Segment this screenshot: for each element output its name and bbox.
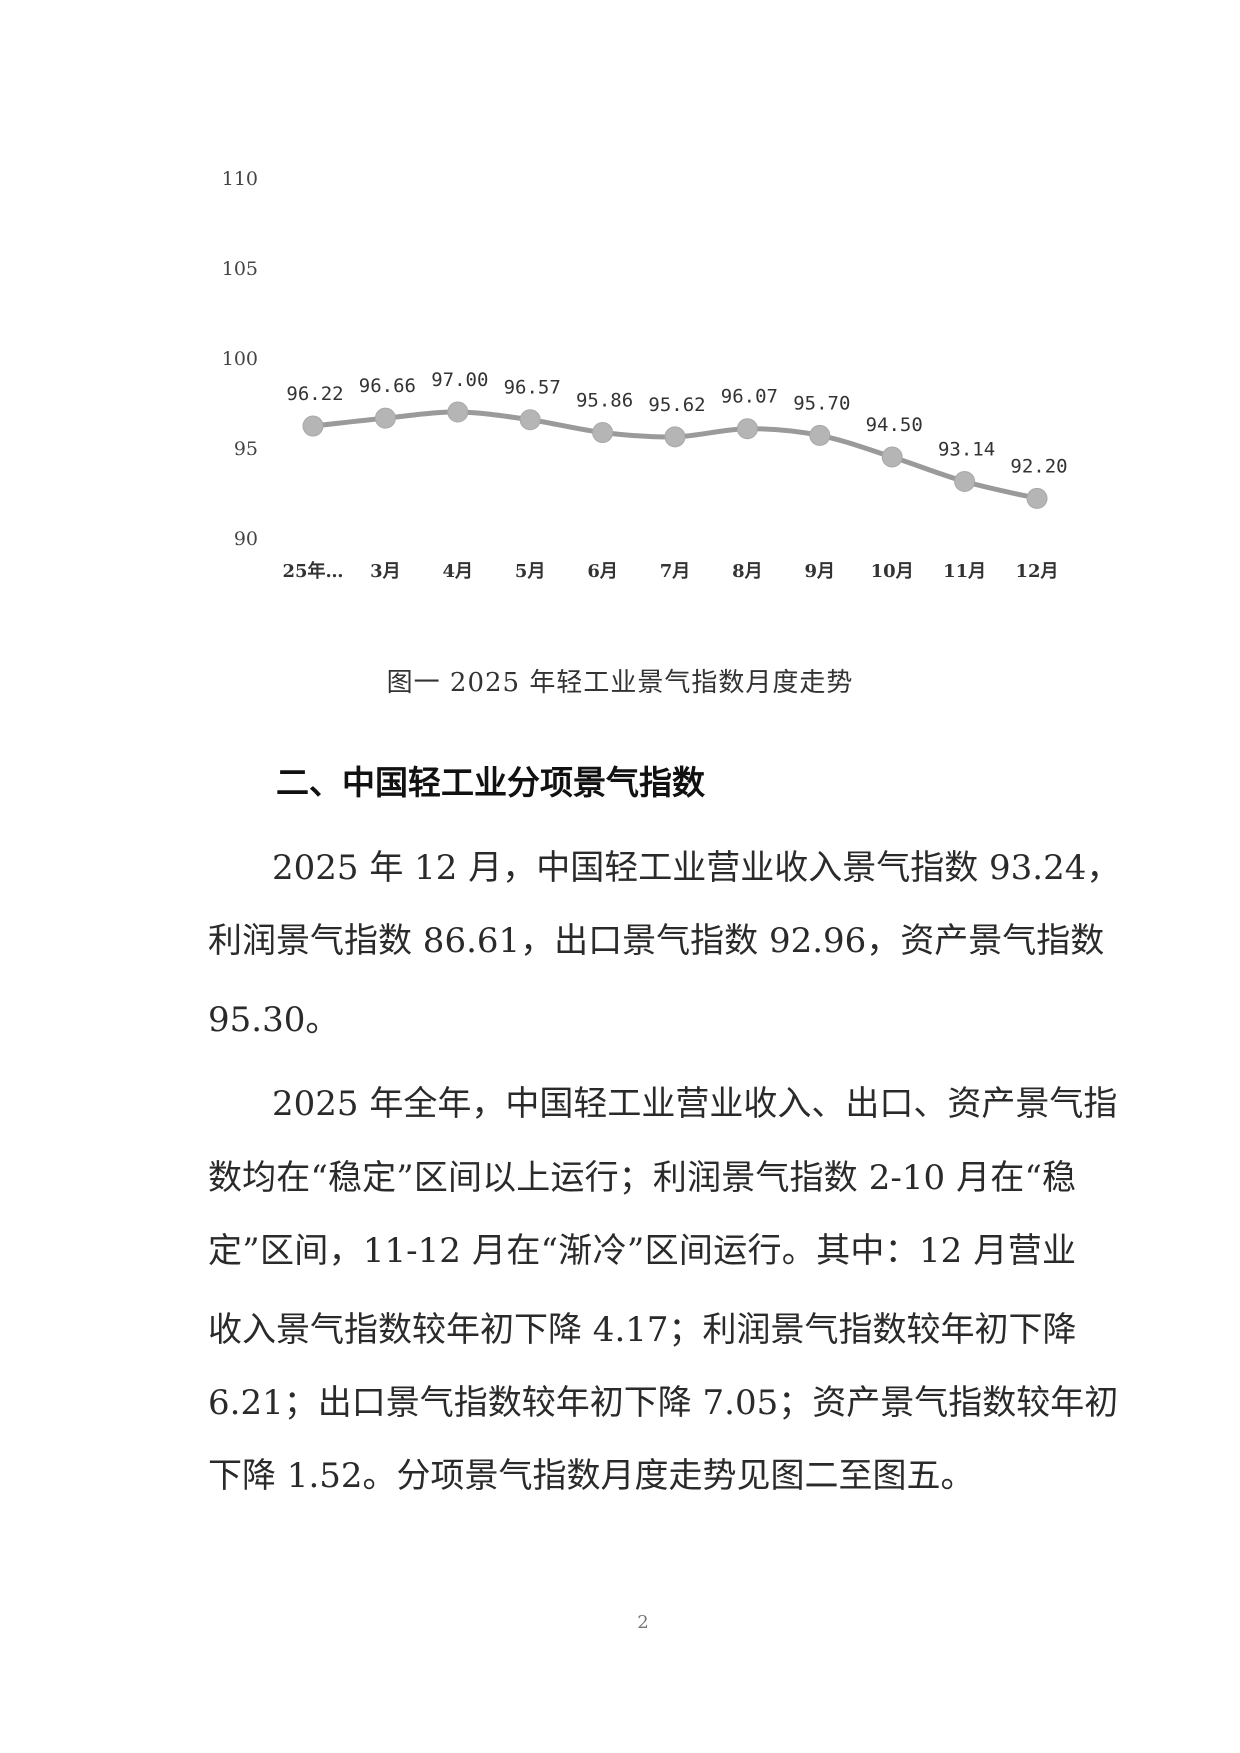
x-tick-label: 11月: [943, 561, 986, 582]
data-point: [1026, 487, 1048, 509]
data-label: 96.57: [504, 377, 561, 399]
paragraph-line: 2025 年全年，中国轻工业营业收入、出口、资产景气指: [272, 1084, 1118, 1124]
data-label: 97.00: [431, 369, 488, 391]
paragraph-line: 6.21；出口景气指数较年初下降 7.05；资产景气指数较年初: [208, 1383, 1119, 1423]
paragraph-line: 数均在“稳定”区间以上运行；利润景气指数 2-10 月在“稳: [208, 1158, 1076, 1198]
x-tick-label: 5月: [515, 561, 546, 582]
x-tick-label: 25年…: [282, 560, 343, 582]
x-tick-label: 9月: [805, 561, 836, 582]
data-point: [374, 407, 396, 429]
x-tick-label: 4月: [443, 561, 474, 582]
data-point: [447, 401, 469, 423]
data-label: 92.20: [1010, 455, 1067, 477]
data-point: [954, 470, 976, 492]
page-number: 2: [637, 1612, 649, 1633]
data-point: [736, 418, 758, 440]
data-point: [664, 426, 686, 448]
x-tick-label: 12月: [1015, 561, 1058, 582]
y-tick-label: 105: [222, 258, 258, 280]
y-tick-label: 100: [222, 348, 258, 370]
paragraph-line: 95.30。: [208, 1000, 340, 1040]
series-line: [312, 409, 1038, 501]
section-heading: 二、中国轻工业分项景气指数: [276, 763, 705, 802]
data-label: 95.70: [793, 392, 850, 414]
y-tick-label: 110: [222, 168, 258, 190]
x-tick-label: 6月: [587, 561, 618, 582]
data-label: 96.66: [359, 375, 416, 397]
index-line-chart: 110 105 100 95 90 96.22 25年… 96.66 3月 97.00 4月 96.5…: [222, 168, 1068, 582]
x-tick-label: 3月: [370, 561, 401, 582]
data-point: [519, 409, 541, 431]
data-point: [881, 446, 903, 468]
y-tick-label: 90: [234, 528, 258, 550]
x-tick-label: 10月: [871, 561, 914, 582]
paragraph-line: 定”区间，11-12 月在“渐冷”区间运行。其中：12 月营业: [208, 1231, 1076, 1271]
x-tick-label: 7月: [660, 561, 691, 582]
data-label: 94.50: [866, 414, 923, 436]
data-point: [809, 424, 831, 446]
paragraph-line: 利润景气指数 86.61，出口景气指数 92.96，资产景气指数: [208, 921, 1105, 961]
x-tick-label: 8月: [732, 561, 763, 582]
y-tick-label: 95: [234, 438, 258, 460]
figure-caption: 图一 2025 年轻工业景气指数月度走势: [386, 668, 854, 698]
data-point: [592, 422, 614, 444]
data-label: 96.07: [721, 386, 778, 408]
paragraph-line: 收入景气指数较年初下降 4.17；利润景气指数较年初下降: [208, 1310, 1077, 1350]
data-label: 96.22: [286, 383, 343, 405]
data-label: 95.62: [648, 394, 705, 416]
paragraph-line: 下降 1.52。分项景气指数月度走势见图二至图五。: [208, 1456, 975, 1496]
data-label: 95.86: [576, 390, 633, 412]
data-label: 93.14: [938, 438, 995, 460]
data-point: [302, 415, 324, 437]
paragraph-line: 2025 年 12 月，中国轻工业营业收入景气指数 93.24，: [272, 848, 1121, 888]
